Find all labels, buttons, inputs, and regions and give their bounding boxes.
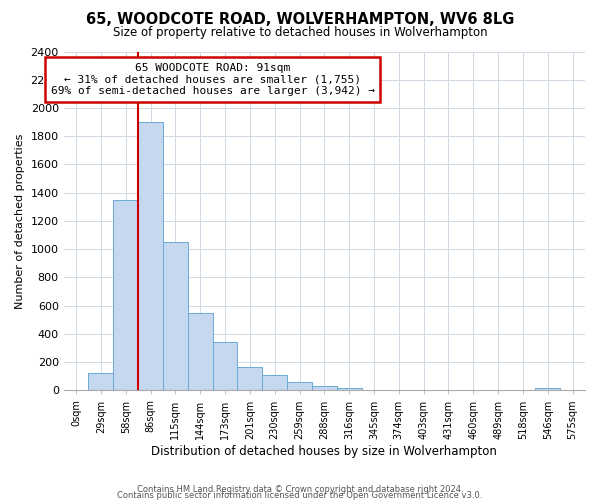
Bar — [535, 388, 560, 390]
Bar — [113, 200, 138, 390]
Text: Size of property relative to detached houses in Wolverhampton: Size of property relative to detached ho… — [113, 26, 487, 39]
Text: 65 WOODCOTE ROAD: 91sqm
← 31% of detached houses are smaller (1,755)
69% of semi: 65 WOODCOTE ROAD: 91sqm ← 31% of detache… — [50, 63, 374, 96]
Bar — [262, 375, 287, 390]
Bar — [188, 312, 212, 390]
Bar — [312, 386, 337, 390]
Bar — [337, 388, 362, 390]
Text: 65, WOODCOTE ROAD, WOLVERHAMPTON, WV6 8LG: 65, WOODCOTE ROAD, WOLVERHAMPTON, WV6 8L… — [86, 12, 514, 28]
Bar — [88, 373, 113, 390]
Bar — [163, 242, 188, 390]
Bar — [238, 367, 262, 390]
X-axis label: Distribution of detached houses by size in Wolverhampton: Distribution of detached houses by size … — [151, 444, 497, 458]
Bar — [138, 122, 163, 390]
Text: Contains HM Land Registry data © Crown copyright and database right 2024.: Contains HM Land Registry data © Crown c… — [137, 485, 463, 494]
Text: Contains public sector information licensed under the Open Government Licence v3: Contains public sector information licen… — [118, 491, 482, 500]
Bar — [212, 342, 238, 390]
Y-axis label: Number of detached properties: Number of detached properties — [15, 134, 25, 308]
Bar — [287, 382, 312, 390]
